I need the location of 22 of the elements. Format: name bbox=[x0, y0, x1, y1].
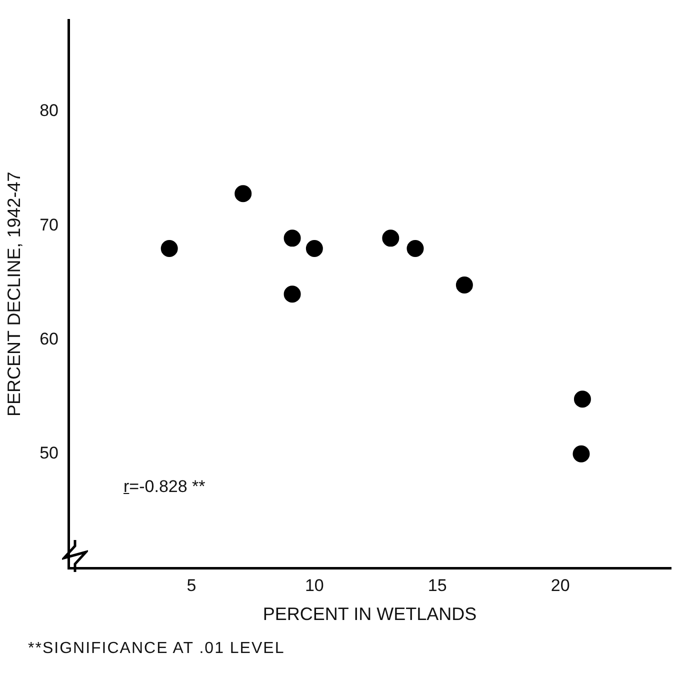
point bbox=[284, 286, 301, 303]
point bbox=[456, 276, 473, 294]
x-tick-label: 20 bbox=[550, 576, 570, 595]
y-tick-label: 60 bbox=[40, 329, 59, 348]
annotation: r=-0.828 ** bbox=[124, 477, 206, 498]
point bbox=[382, 230, 400, 247]
x-tick-label: 15 bbox=[428, 576, 447, 595]
point bbox=[160, 240, 178, 257]
point bbox=[406, 240, 424, 257]
point bbox=[234, 185, 252, 202]
y-tick-label: 50 bbox=[40, 444, 59, 463]
point bbox=[572, 445, 590, 462]
x-tick-label: 10 bbox=[304, 576, 324, 595]
y-tick-label: 80 bbox=[40, 101, 59, 120]
point bbox=[306, 240, 323, 257]
point bbox=[574, 390, 591, 408]
x-axis-title: PERCENT IN WETLANDS bbox=[262, 604, 477, 624]
x-tick-label: 5 bbox=[186, 576, 196, 595]
point bbox=[284, 230, 301, 247]
text: **SIGNIFICANCE AT .01 LEVEL bbox=[28, 640, 285, 658]
y-axis-title: PERCENT DECLINE, 1942-47 bbox=[4, 172, 24, 416]
y-tick-label: 70 bbox=[40, 215, 59, 234]
